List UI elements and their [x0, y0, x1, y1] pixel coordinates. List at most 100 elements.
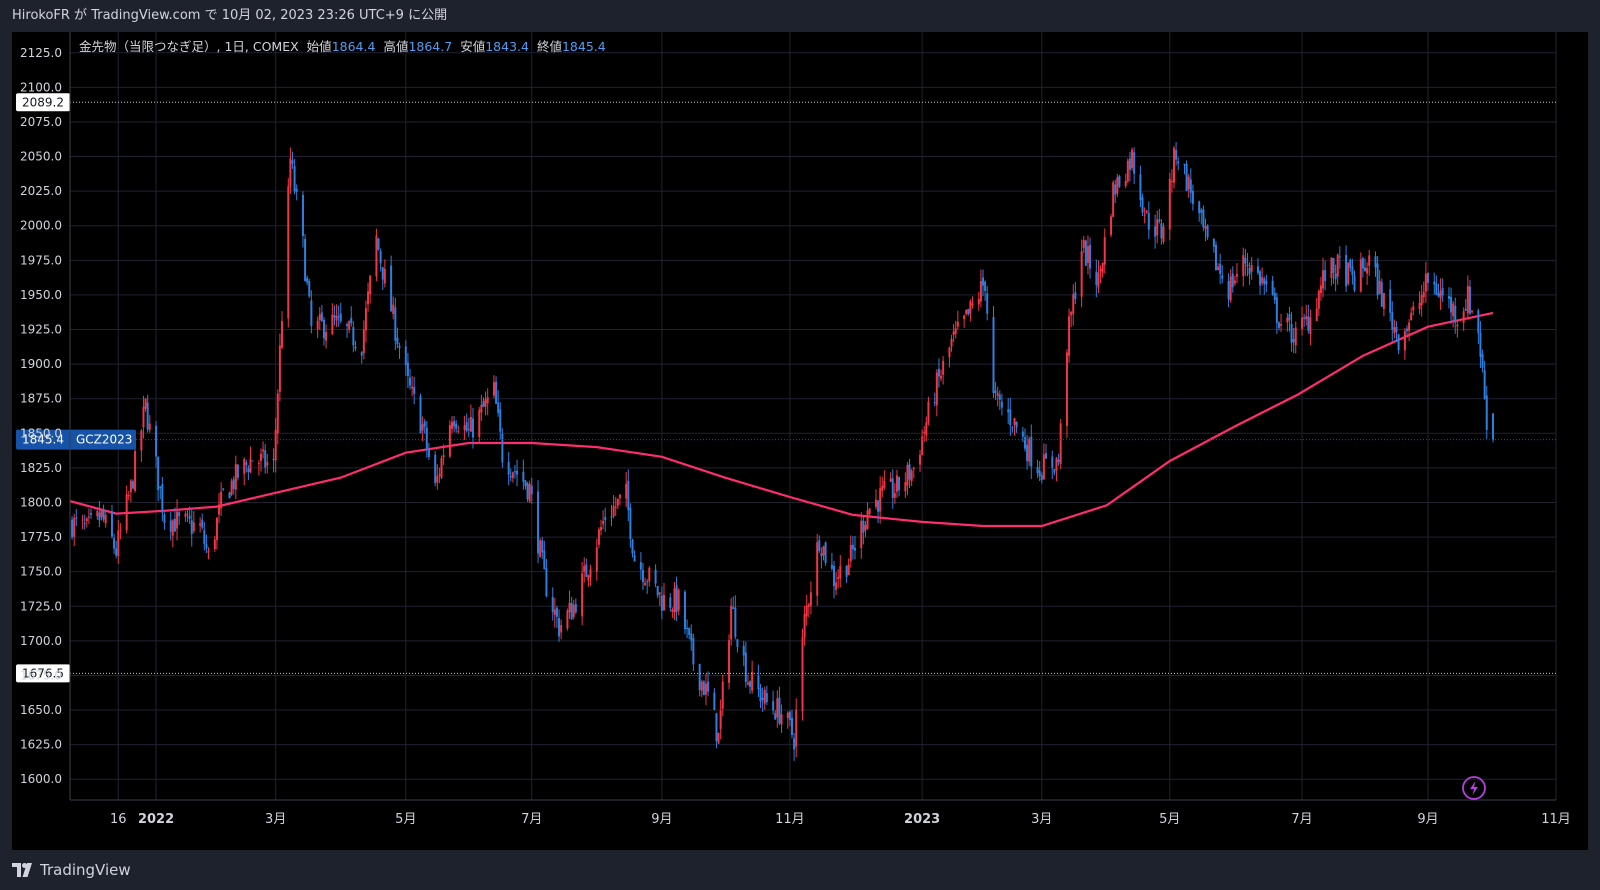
candle-body[interactable]: [218, 504, 221, 515]
candle-body[interactable]: [942, 360, 945, 375]
candle-body[interactable]: [104, 514, 107, 524]
candle-body[interactable]: [184, 513, 187, 517]
candle-body[interactable]: [1361, 258, 1364, 269]
candle-body[interactable]: [1124, 180, 1127, 187]
candle-body[interactable]: [1042, 454, 1045, 480]
candle-body[interactable]: [1380, 282, 1383, 307]
candle-body[interactable]: [1051, 456, 1054, 468]
candle-body[interactable]: [501, 433, 504, 463]
candle-body[interactable]: [1086, 246, 1089, 263]
candle-body[interactable]: [1405, 328, 1408, 332]
candle-body[interactable]: [707, 681, 710, 692]
candle-body[interactable]: [648, 567, 651, 582]
candle-body[interactable]: [698, 663, 701, 690]
candle-body[interactable]: [713, 692, 716, 710]
candle-body[interactable]: [392, 304, 395, 314]
candle-body[interactable]: [320, 312, 323, 321]
candle-body[interactable]: [524, 480, 527, 486]
candle-body[interactable]: [1147, 212, 1150, 230]
candle-body[interactable]: [853, 547, 856, 551]
x-axis[interactable]: 16 2022 3月 5月 7月 9月 11月 2023 3月 5月 7月 9月 11月: [70, 799, 1571, 827]
candle-body[interactable]: [322, 319, 325, 339]
candle-body[interactable]: [85, 518, 88, 522]
candle-body[interactable]: [448, 425, 451, 457]
candle-body[interactable]: [734, 607, 737, 637]
candle-body[interactable]: [287, 186, 290, 319]
candle-body[interactable]: [331, 314, 334, 335]
candle-body[interactable]: [492, 382, 495, 396]
candle-body[interactable]: [1471, 310, 1474, 312]
candle-body[interactable]: [1114, 184, 1117, 195]
candle-body[interactable]: [616, 498, 619, 506]
candle-body[interactable]: [788, 711, 791, 720]
candle-body[interactable]: [1175, 150, 1178, 160]
candle-body[interactable]: [545, 568, 548, 597]
candle-body[interactable]: [1412, 306, 1415, 311]
candle-body[interactable]: [1074, 292, 1077, 299]
candle-body[interactable]: [1219, 263, 1222, 275]
candle-body[interactable]: [1246, 264, 1249, 267]
candle-body[interactable]: [1177, 161, 1180, 164]
candle-body[interactable]: [1424, 273, 1427, 292]
candle-body[interactable]: [849, 545, 852, 562]
candle-body[interactable]: [937, 368, 940, 377]
candle-body[interactable]: [398, 345, 401, 348]
candle-body[interactable]: [526, 483, 529, 500]
candle-body[interactable]: [1447, 296, 1450, 299]
candle-body[interactable]: [1212, 238, 1215, 247]
candle-body[interactable]: [81, 519, 84, 521]
candle-body[interactable]: [801, 637, 804, 712]
candle-body[interactable]: [178, 512, 181, 516]
candle-body[interactable]: [1103, 237, 1106, 265]
candle-body[interactable]: [89, 513, 92, 515]
candle-body[interactable]: [715, 713, 718, 741]
candle-body[interactable]: [215, 517, 218, 540]
candle-body[interactable]: [308, 281, 311, 297]
candle-body[interactable]: [671, 609, 674, 612]
candle-body[interactable]: [1189, 179, 1192, 193]
candle-body[interactable]: [610, 516, 613, 518]
candle-body[interactable]: [406, 362, 409, 377]
candle-body[interactable]: [688, 627, 691, 635]
candle-body[interactable]: [304, 239, 307, 282]
candle-body[interactable]: [1235, 274, 1238, 277]
candle-body[interactable]: [654, 569, 657, 584]
candle-body[interactable]: [1437, 293, 1440, 297]
candle-body[interactable]: [1080, 251, 1083, 297]
candle-body[interactable]: [1307, 316, 1310, 331]
candle-body[interactable]: [528, 484, 531, 502]
candle-body[interactable]: [1156, 219, 1159, 236]
candle-body[interactable]: [1397, 334, 1400, 351]
candle-body[interactable]: [1250, 265, 1253, 272]
candle-body[interactable]: [369, 275, 372, 295]
candle-body[interactable]: [543, 550, 546, 570]
candle-body[interactable]: [1334, 273, 1337, 280]
candle-body[interactable]: [1162, 226, 1165, 242]
candle-body[interactable]: [362, 329, 365, 354]
candle-body[interactable]: [465, 422, 468, 431]
candle-body[interactable]: [864, 524, 867, 531]
candle-body[interactable]: [837, 576, 840, 579]
candle-body[interactable]: [350, 318, 353, 324]
candle-body[interactable]: [511, 472, 514, 478]
candle-body[interactable]: [1191, 190, 1194, 204]
candle-body[interactable]: [1026, 444, 1029, 461]
candle-body[interactable]: [1072, 294, 1075, 314]
candle-body[interactable]: [1353, 275, 1356, 291]
candle-body[interactable]: [1395, 327, 1398, 332]
candle-body[interactable]: [537, 491, 540, 554]
candle-body[interactable]: [625, 483, 628, 499]
candle-body[interactable]: [1116, 177, 1119, 194]
candle-body[interactable]: [499, 409, 502, 432]
candle-body[interactable]: [1229, 276, 1232, 301]
candle-body[interactable]: [411, 386, 414, 389]
candle-body[interactable]: [1259, 271, 1262, 286]
candle-body[interactable]: [1393, 327, 1396, 334]
candle-body[interactable]: [574, 603, 577, 613]
candle-body[interactable]: [113, 538, 116, 549]
candle-body[interactable]: [1053, 469, 1056, 473]
candle-body[interactable]: [971, 303, 974, 306]
candle-body[interactable]: [383, 268, 386, 284]
candle-body[interactable]: [1376, 263, 1379, 296]
candle-body[interactable]: [1030, 436, 1033, 467]
